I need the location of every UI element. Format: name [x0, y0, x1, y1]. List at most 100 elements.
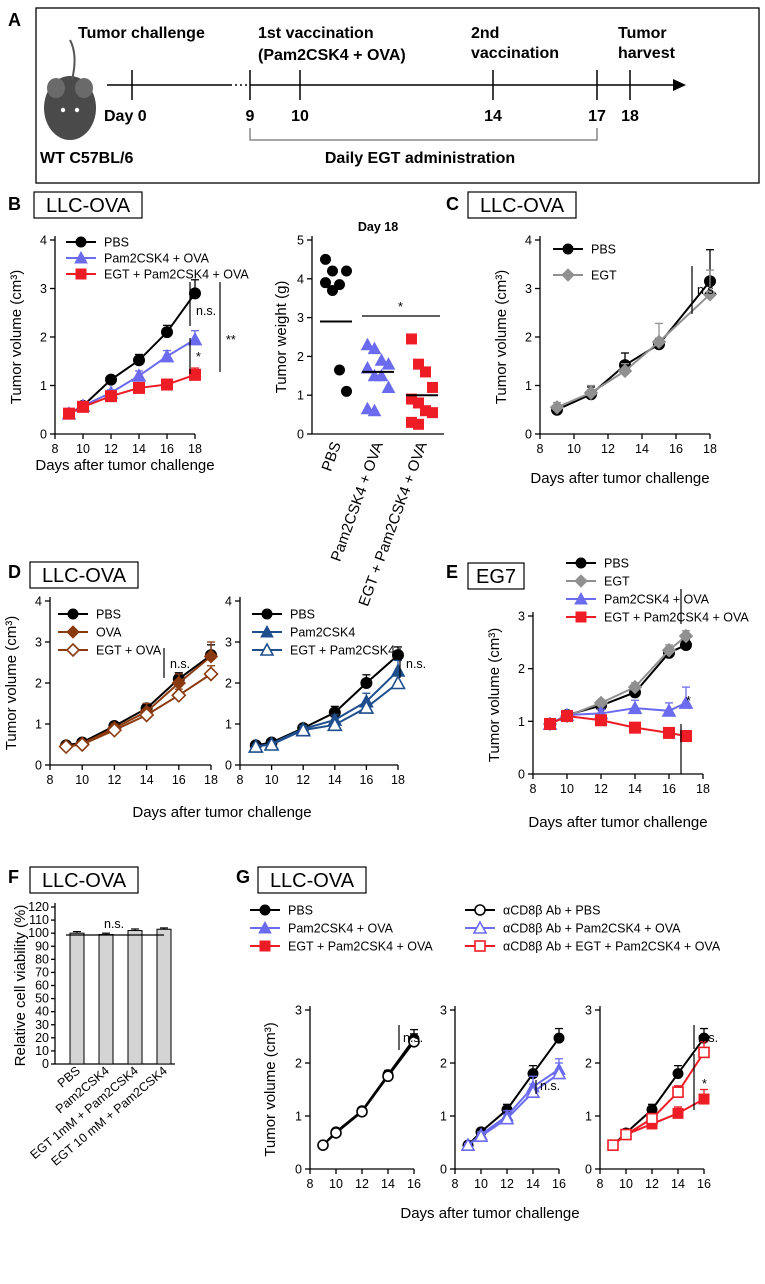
significance-ns: n.s.	[698, 1031, 718, 1045]
legend-marker	[562, 243, 574, 255]
model-label-box	[29, 866, 139, 894]
legend-label: PBS	[604, 557, 629, 571]
legend-marker	[474, 904, 486, 916]
model-label-box	[257, 866, 367, 894]
x-tick-label: 18	[703, 442, 717, 456]
data-point	[58, 738, 74, 755]
x-tick-label: 18	[696, 782, 710, 796]
significance-star: *	[702, 1077, 707, 1091]
data-point	[663, 726, 675, 739]
y-tick-label: 3	[295, 1004, 302, 1018]
data-point	[367, 341, 382, 355]
y-axis-title: Tumor volume (cm³)	[262, 1022, 279, 1156]
data-point	[247, 738, 264, 753]
model-label-b: LLC-OVA	[46, 195, 131, 217]
data-point	[408, 1036, 420, 1048]
x-tick-label: 8	[597, 1177, 604, 1191]
y-tick-label: 0	[440, 1163, 447, 1177]
legend-marker	[67, 608, 79, 620]
data-point	[627, 679, 643, 695]
data-point	[620, 1128, 632, 1141]
panel-label-d: D	[8, 562, 21, 582]
egt-bracket	[249, 128, 598, 141]
x-tick-label: 8	[307, 1177, 314, 1191]
x-tick-label: 14	[328, 773, 342, 787]
data-point	[553, 1032, 565, 1044]
data-point	[460, 1137, 476, 1151]
legend-label: Pam2CSK4 + OVA	[104, 252, 210, 266]
y-tick-label: 2	[440, 1057, 447, 1071]
y-tick-label: 3	[297, 311, 304, 325]
y-tick-label: 40	[35, 1005, 49, 1019]
significance-ns: n.s.	[170, 657, 190, 671]
data-point	[583, 385, 599, 400]
data-point	[661, 703, 677, 717]
model-label-d: LLC-OVA	[42, 565, 127, 587]
x-axis-title: Days after tumor challenge	[530, 470, 709, 487]
data-point	[330, 1127, 342, 1139]
model-label-box	[467, 191, 577, 219]
x-tick-label: 8	[47, 773, 54, 787]
legend-marker	[561, 268, 575, 282]
mouse-ear-left	[47, 78, 65, 98]
legend-label: Pam2CSK4 + OVA	[604, 593, 710, 607]
data-point	[646, 1112, 658, 1125]
data-point	[678, 628, 694, 644]
data-point	[159, 348, 175, 363]
data-point	[334, 364, 345, 376]
y-tick-label: 2	[518, 662, 525, 676]
data-point	[326, 716, 343, 732]
data-point	[381, 380, 396, 393]
legend-label: αCD8β Ab + PBS	[503, 904, 600, 918]
series-line	[556, 280, 711, 411]
y-tick-label: 1	[225, 718, 232, 732]
legend-marker	[258, 920, 272, 934]
data-point	[406, 333, 417, 345]
panel-label-b: B	[8, 194, 21, 214]
y-tick-label: 20	[35, 1031, 49, 1045]
panel-label-e: E	[446, 562, 458, 582]
data-point	[544, 717, 556, 730]
data-point	[427, 407, 438, 419]
legend-marker	[261, 608, 273, 620]
data-point	[263, 736, 280, 751]
panel-label-g: G	[236, 867, 250, 887]
timeline-day-label: 18	[621, 108, 639, 125]
x-tick-label: 10	[75, 773, 89, 787]
legend-label: Pam2CSK4	[290, 626, 355, 640]
x-tick-label: 12	[601, 442, 615, 456]
data-point	[341, 385, 352, 397]
data-point	[327, 265, 338, 277]
legend-label: EGT + OVA	[96, 644, 162, 658]
timeline-event-label: harvest	[618, 45, 676, 62]
mouse-label: WT C57BL/6	[40, 150, 133, 167]
bar	[156, 928, 172, 1065]
timeline-event-label: 2nd	[471, 25, 499, 42]
significance-star: *	[196, 350, 201, 364]
x-tick-label: 10	[567, 442, 581, 456]
y-axis-title: Tumor volume (cm³)	[486, 628, 503, 762]
data-point	[680, 730, 692, 743]
y-tick-label: 3	[525, 282, 532, 296]
data-point	[334, 279, 345, 291]
x-tick-label: 16	[662, 782, 676, 796]
y-tick-label: 0	[297, 428, 304, 442]
legend-label: EGT + Pam2CSK4	[290, 644, 395, 658]
y-tick-label: 4	[35, 595, 42, 609]
y-tick-label: 3	[518, 610, 525, 624]
data-point	[356, 1105, 368, 1118]
y-tick-label: 1	[35, 718, 42, 732]
y-tick-label: 1	[440, 1110, 447, 1124]
data-point	[672, 1068, 684, 1080]
chart-title: Day 18	[358, 220, 398, 234]
data-point	[203, 649, 219, 664]
x-tick-label: 8	[537, 442, 544, 456]
mouse-tail	[69, 39, 76, 81]
y-tick-label: 80	[35, 952, 49, 966]
y-tick-label: 2	[525, 331, 532, 345]
y-tick-label: 100	[28, 926, 49, 940]
data-point	[413, 397, 424, 409]
timeline-day-label: Day 0	[104, 108, 147, 125]
legend-marker	[574, 591, 588, 605]
series-line	[255, 669, 399, 748]
